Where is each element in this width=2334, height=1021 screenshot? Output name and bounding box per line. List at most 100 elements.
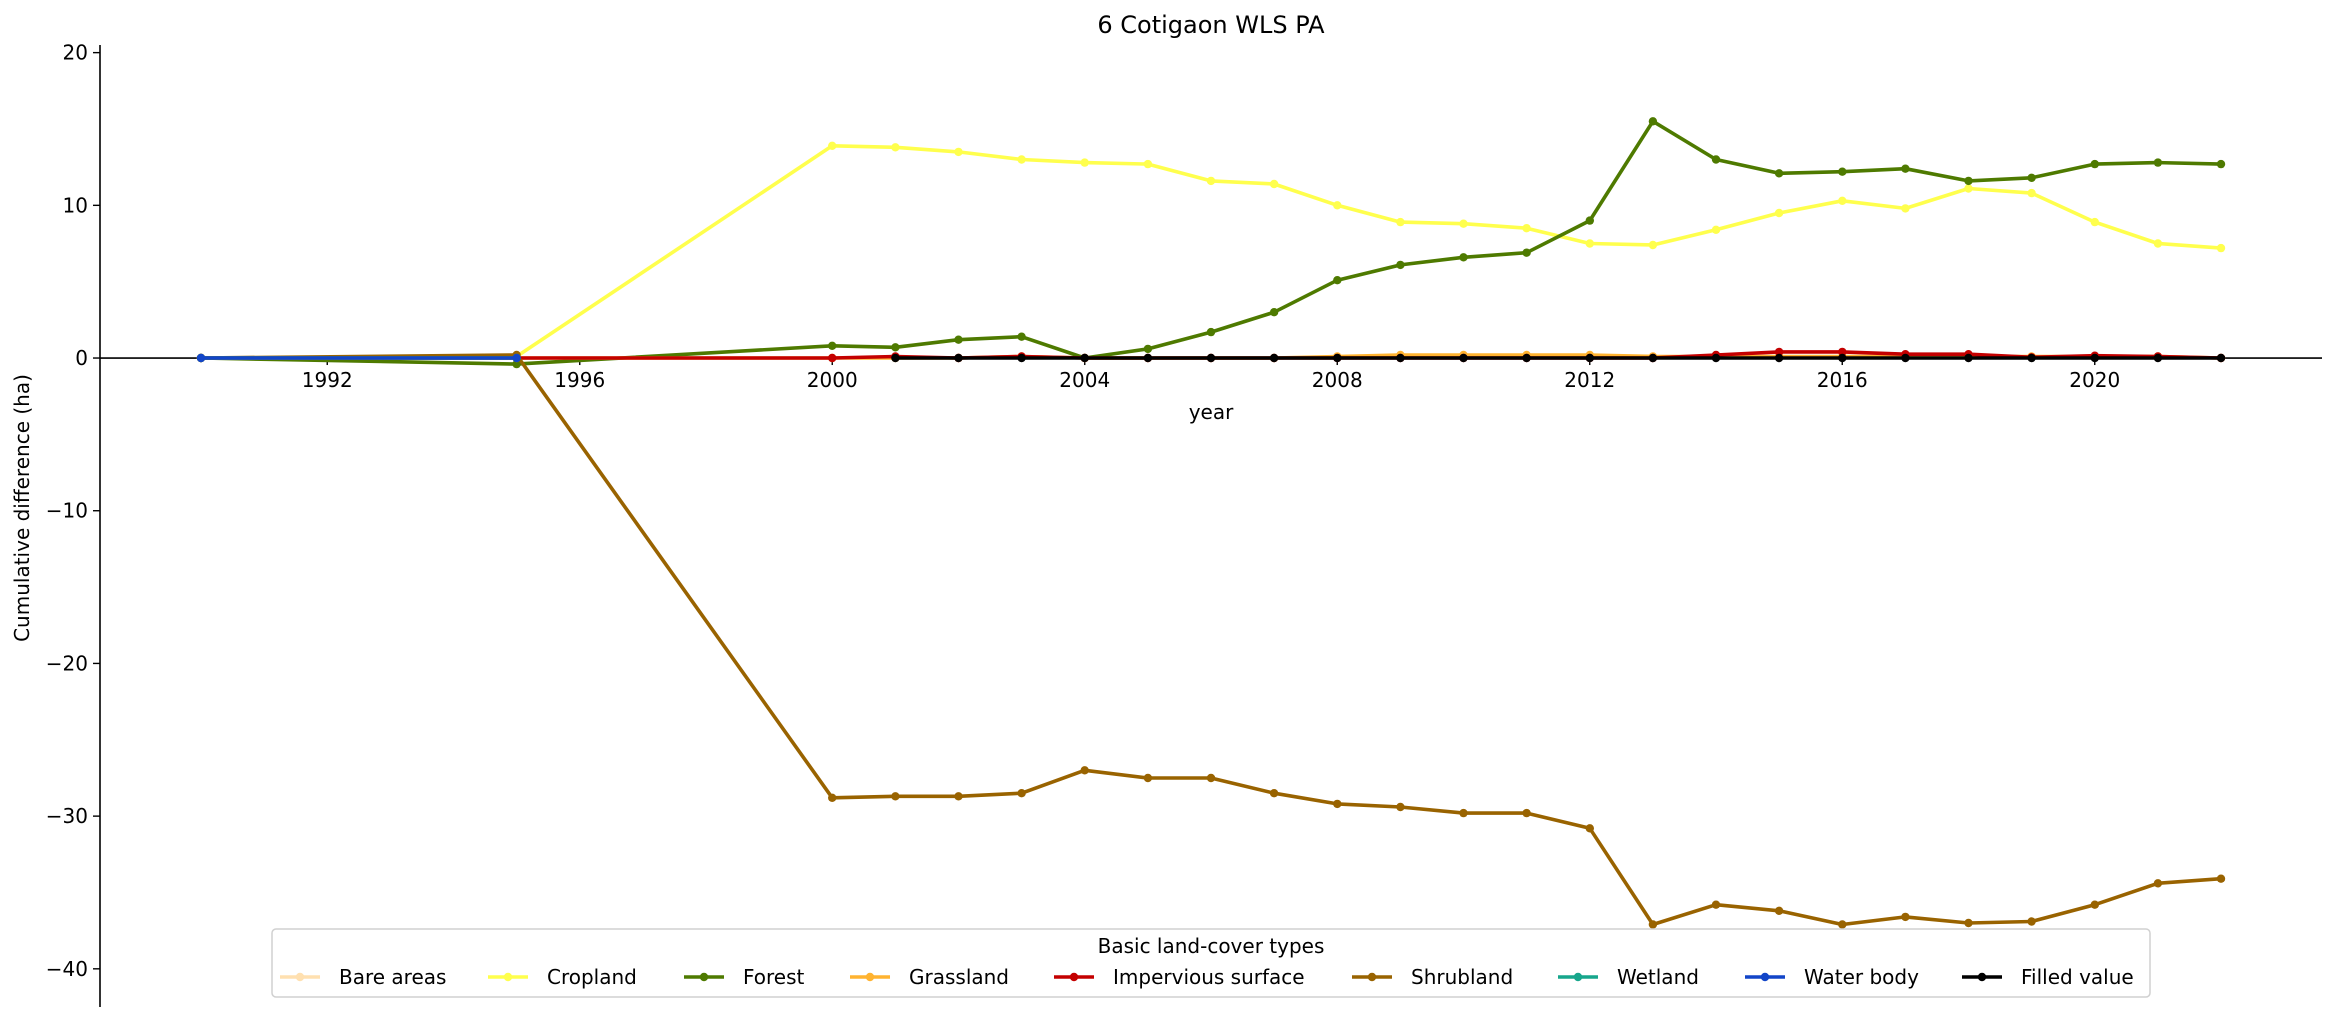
- legend-item-bare-areas: Bare areas: [280, 965, 446, 989]
- data-point: [954, 353, 963, 363]
- data-point: [1774, 353, 1784, 363]
- x-tick-label: 1996: [554, 368, 605, 392]
- data-point: [2216, 874, 2226, 883]
- data-point: [1206, 327, 1216, 337]
- data-point: [2153, 879, 2163, 888]
- legend-swatch-marker: [503, 972, 513, 982]
- legend-label: Impervious surface: [1113, 965, 1305, 989]
- legend-swatch-marker: [699, 972, 709, 982]
- data-point: [2216, 159, 2226, 169]
- data-point: [1269, 353, 1279, 363]
- data-point: [1269, 789, 1279, 798]
- data-point: [1901, 204, 1910, 213]
- legend-item-impervious-surface: Impervious surface: [1054, 965, 1305, 989]
- data-point: [1333, 201, 1342, 210]
- data-point: [2090, 900, 2099, 909]
- data-point: [1143, 344, 1153, 354]
- legend-item-grassland: Grassland: [850, 965, 1009, 989]
- data-point: [1143, 159, 1153, 169]
- data-point: [1080, 158, 1089, 167]
- legend-item-wetland: Wetland: [1558, 965, 1699, 989]
- legend-label: Wetland: [1617, 965, 1699, 989]
- x-axis-label: year: [1189, 400, 1234, 424]
- data-point: [1901, 164, 1910, 173]
- data-point: [1333, 276, 1342, 285]
- legend-label: Cropland: [547, 965, 637, 989]
- legend-swatch-marker: [1977, 972, 1987, 982]
- data-point: [1838, 353, 1847, 363]
- data-point: [1585, 239, 1595, 248]
- data-point: [1585, 216, 1595, 225]
- legend-frame: [271, 928, 2151, 998]
- series-line: [199, 353, 2223, 927]
- data-point: [1964, 176, 1973, 186]
- data-point: [1396, 260, 1405, 270]
- x-tick-label: 2000: [807, 368, 858, 392]
- data-point: [891, 353, 900, 363]
- data-point: [1522, 248, 1531, 257]
- data-point: [891, 143, 900, 152]
- data-point: [1459, 353, 1468, 363]
- data-point: [1017, 789, 1026, 798]
- y-tick-label: 0: [75, 346, 88, 370]
- legend-item-shrubland: Shrubland: [1352, 965, 1513, 989]
- data-point: [1017, 155, 1026, 164]
- series-shrubland: [196, 350, 2226, 929]
- x-tick-label: 2012: [1564, 368, 1615, 392]
- legend-swatch-marker: [1367, 972, 1377, 982]
- x-tick-label: 2004: [1059, 368, 1110, 392]
- data-point: [1774, 906, 1784, 915]
- data-point: [954, 792, 963, 801]
- data-point: [1459, 808, 1468, 818]
- data-point: [2216, 353, 2226, 363]
- data-point: [2090, 353, 2099, 363]
- y-tick-label: −30: [46, 804, 88, 828]
- data-point: [2027, 173, 2036, 182]
- legend-item-filled-value: Filled value: [1962, 965, 2134, 989]
- data-point: [954, 147, 963, 157]
- data-point: [2153, 158, 2163, 167]
- data-point: [828, 353, 837, 363]
- x-tick-label: 2008: [1312, 368, 1363, 392]
- legend-item-forest: Forest: [684, 965, 805, 989]
- legend-swatch-marker: [295, 972, 305, 982]
- data-point: [1206, 176, 1216, 186]
- data-point: [1838, 347, 1847, 357]
- legend-items: Bare areas Cropland Forest Grassland Impervi…: [280, 965, 2134, 989]
- legend-title: Basic land-cover types: [1098, 934, 1325, 958]
- data-point: [1585, 824, 1595, 833]
- data-point: [891, 792, 900, 801]
- data-point: [1774, 169, 1784, 178]
- data-point: [2153, 353, 2163, 363]
- data-point: [891, 343, 900, 352]
- data-point: [1648, 117, 1658, 126]
- data-point: [1964, 918, 1973, 928]
- data-point: [1206, 353, 1216, 363]
- data-point: [2027, 353, 2036, 363]
- legend-swatch-marker: [1760, 972, 1770, 982]
- data-point: [1838, 196, 1847, 205]
- data-point: [1648, 920, 1658, 929]
- series-forest: [196, 117, 2226, 369]
- y-tick-label: 20: [63, 41, 88, 65]
- legend-label: Water body: [1804, 965, 1919, 989]
- data-point: [1522, 808, 1531, 818]
- data-point: [1396, 353, 1405, 363]
- legend-label: Shrubland: [1411, 965, 1513, 989]
- data-point: [1964, 184, 1973, 193]
- data-point: [2090, 159, 2099, 169]
- data-point: [196, 353, 206, 363]
- data-point: [1838, 920, 1847, 929]
- x-tick-label: 2020: [2069, 368, 2120, 392]
- legend-item-cropland: Cropland: [488, 965, 637, 989]
- legend: Basic land-cover types Bare areas Croplan…: [271, 928, 2151, 998]
- data-point: [1711, 900, 1721, 909]
- data-point: [2027, 188, 2036, 198]
- y-tick-label: 10: [63, 193, 88, 217]
- data-point: [828, 341, 837, 350]
- x-tick-label: 2016: [1817, 368, 1868, 392]
- data-point: [1774, 208, 1784, 218]
- legend-label: Bare areas: [339, 965, 446, 989]
- data-point: [1459, 219, 1468, 228]
- data-point: [1333, 799, 1342, 809]
